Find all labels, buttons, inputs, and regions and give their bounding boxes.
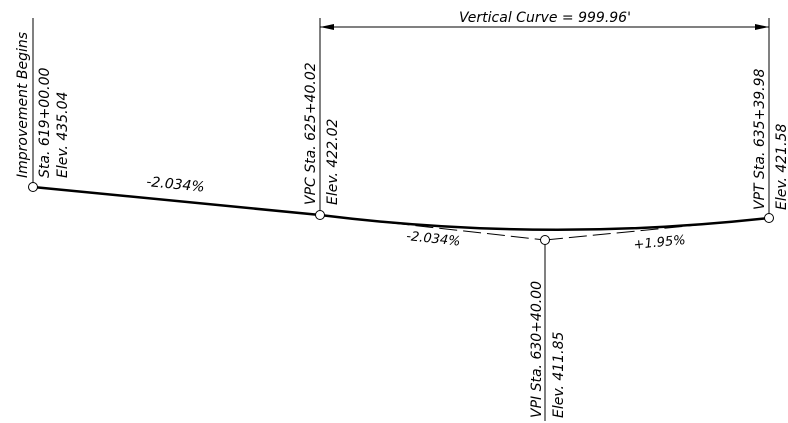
tangent-out-grade-label: +1.95% — [633, 233, 686, 253]
vertical-curve-line — [319, 213, 770, 232]
initial-grade-line — [32, 185, 321, 217]
vpc-elevation: Elev. 422.02 — [325, 119, 341, 205]
improvement-begins-marker — [28, 182, 38, 192]
improvement-begins-station: Sta. 619+00.00 — [37, 68, 53, 178]
dimension-arrow-right — [755, 24, 769, 30]
vpi-station: VPI Sta. 630+40.00 — [529, 281, 545, 418]
improvement-begins-title: Improvement Begins — [15, 32, 31, 178]
tangent-in-grade-label: -2.034% — [406, 229, 462, 250]
vpc-marker — [315, 210, 325, 220]
vpt-marker — [764, 213, 774, 223]
vertical-curve-dimension: Vertical Curve = 999.96' — [319, 10, 770, 42]
vpt-point: VPT Sta. 635+39.98 Elev. 421.58 — [752, 42, 788, 223]
vpt-elevation: Elev. 421.58 — [774, 124, 788, 210]
improvement-begins-point: Improvement Begins Sta. 619+00.00 Elev. … — [15, 18, 71, 192]
vpi-elevation: Elev. 411.85 — [551, 332, 567, 418]
vertical-curve-label: Vertical Curve = 999.96' — [459, 10, 631, 26]
vpi-point: VPI Sta. 630+40.00 Elev. 411.85 — [529, 235, 567, 421]
vpc-point: VPC Sta. 625+40.02 Elev. 422.02 — [303, 42, 341, 220]
dimension-arrow-left — [320, 24, 334, 30]
improvement-begins-elevation: Elev. 435.04 — [55, 92, 71, 178]
vpt-station: VPT Sta. 635+39.98 — [752, 68, 768, 210]
initial-grade-label: -2.034% — [146, 174, 206, 196]
tangent-in-dashed-line — [319, 214, 546, 241]
tangent-out-dashed-line — [544, 217, 770, 241]
vpi-marker — [540, 235, 550, 245]
vpc-station: VPC Sta. 625+40.02 — [303, 62, 319, 205]
